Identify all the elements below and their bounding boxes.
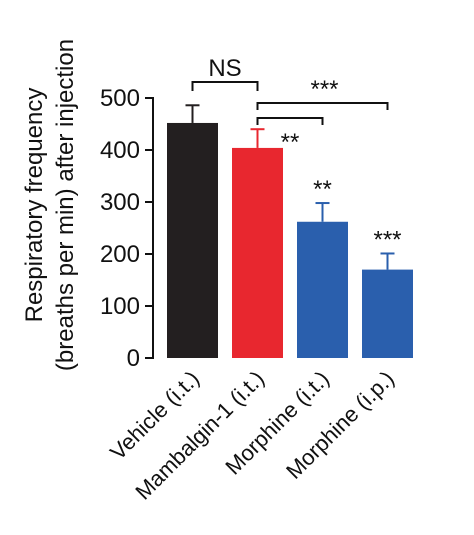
significance-label: *** xyxy=(373,226,401,253)
y-axis-title: Respiratory frequency (breaths per min) … xyxy=(21,39,79,371)
y-axis-title-line-2: (breaths per min) after injection xyxy=(52,39,79,371)
y-tick-label: 400 xyxy=(100,137,140,164)
bar xyxy=(167,122,218,359)
comparison-bracket xyxy=(256,117,324,125)
y-tick-label: 300 xyxy=(100,189,140,216)
comparison-bracket xyxy=(191,81,259,91)
comparison-label: NS xyxy=(208,55,241,82)
y-tick-label: 0 xyxy=(127,345,140,372)
comparison-label: *** xyxy=(310,76,338,103)
y-tick-label: 200 xyxy=(100,241,140,268)
bar xyxy=(232,147,283,358)
bar xyxy=(362,269,413,358)
significance-label: ** xyxy=(313,176,332,203)
comparison-bracket xyxy=(256,102,389,110)
y-axis-title-line-1: Respiratory frequency xyxy=(21,88,48,323)
y-tick-label: 100 xyxy=(100,293,140,320)
y-tick-label: 500 xyxy=(100,85,140,112)
bar xyxy=(297,221,348,358)
comparison-label: ** xyxy=(281,129,300,156)
